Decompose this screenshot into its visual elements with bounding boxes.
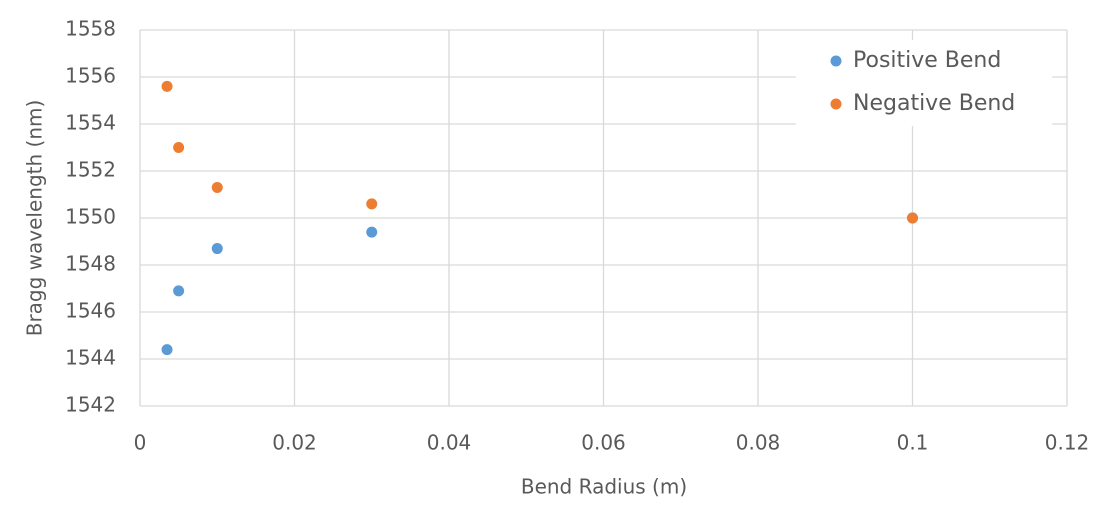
y-tick-label: 1542 (65, 393, 116, 417)
y-tick-label: 1548 (65, 252, 116, 276)
x-tick-label: 0.1 (897, 431, 929, 455)
point (173, 142, 185, 153)
y-tick-label: 1544 (65, 346, 116, 370)
point (907, 212, 918, 224)
legend-marker (830, 55, 842, 67)
legend-marker (830, 98, 842, 110)
x-tick-label: 0.08 (736, 431, 781, 455)
y-tick-label: 1556 (65, 64, 116, 88)
x-tick-label: 0.06 (581, 431, 626, 455)
x-tick-label: 0 (134, 431, 147, 455)
x-axis-label: Bend Radius (m) (521, 475, 687, 499)
y-tick-label: 1546 (65, 299, 116, 323)
x-tick-label: 0.04 (427, 431, 472, 455)
legend-box (796, 40, 1052, 126)
y-tick-label: 1550 (65, 205, 116, 229)
point (161, 80, 173, 92)
y-tick-label: 1554 (65, 111, 116, 135)
legend-label: Positive Bend (853, 48, 1001, 73)
y-tick-label: 1552 (65, 158, 116, 182)
point (173, 285, 185, 297)
point (161, 344, 173, 356)
point (366, 226, 378, 238)
x-tick-label: 0.02 (272, 431, 317, 455)
legend-label: Negative Bend (853, 91, 1015, 116)
point (211, 181, 223, 193)
y-axis-label: Bragg wavelength (nm) (23, 100, 47, 337)
point (211, 243, 223, 255)
point (366, 198, 378, 210)
x-tick-label: 0.12 (1045, 431, 1090, 455)
y-tick-label: 1558 (65, 17, 116, 41)
